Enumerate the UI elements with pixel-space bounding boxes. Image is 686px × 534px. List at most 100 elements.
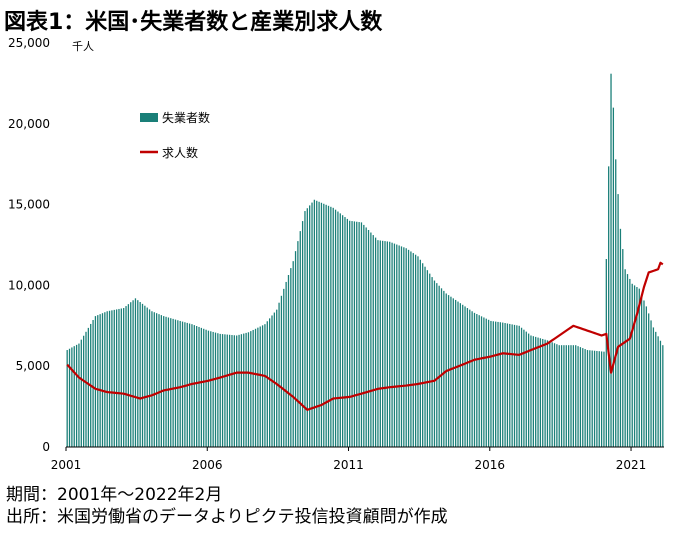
unemployed-bar <box>556 344 558 447</box>
unemployed-bar <box>349 220 351 447</box>
unemployed-bar <box>469 309 471 447</box>
unemployed-bar <box>334 209 337 447</box>
unemployed-bar <box>384 241 386 447</box>
unemployed-bar <box>236 335 238 447</box>
unemployed-bar <box>633 285 636 447</box>
unemployed-bar <box>560 345 563 447</box>
unemployed-bar <box>320 202 323 447</box>
unemployed-bar <box>377 240 379 447</box>
x-tick-label: 2016 <box>475 458 506 472</box>
unemployed-bar <box>106 311 108 447</box>
unemployed-bar <box>309 205 311 447</box>
unemployed-bar <box>516 325 518 447</box>
unemployed-bar <box>120 308 122 447</box>
unemployed-bar <box>113 309 115 447</box>
unemployed-bar <box>285 281 287 447</box>
unemployed-bar <box>473 312 476 447</box>
unemployed-bar <box>490 320 492 447</box>
unemployed-bar <box>612 107 615 447</box>
unemployed-bar <box>228 334 231 447</box>
unemployed-bar <box>193 325 195 447</box>
unemployed-bar <box>553 343 556 447</box>
unemployed-bar <box>137 300 139 447</box>
y-tick-label: 20,000 <box>8 117 50 131</box>
unemployed-bar <box>549 341 551 447</box>
unemployed-bar <box>278 302 280 447</box>
unemployed-bar <box>184 322 186 447</box>
unemployed-bar <box>165 316 167 447</box>
unemployed-bar <box>598 351 600 447</box>
unemployed-bar <box>431 277 433 447</box>
unemployed-bar <box>163 316 165 447</box>
unemployed-bar <box>589 350 591 447</box>
unemployed-bar <box>172 318 174 447</box>
unemployed-bar <box>313 199 316 447</box>
unemployed-bar <box>252 329 254 447</box>
unemployed-bar <box>250 331 252 447</box>
unemployed-bar <box>563 345 565 447</box>
unemployed-bar <box>323 203 325 447</box>
unemployed-bar <box>167 317 170 447</box>
unemployed-bar <box>471 311 473 447</box>
unemployed-bar <box>287 275 290 447</box>
unemployed-bar <box>650 320 652 447</box>
openings-line <box>66 261 664 411</box>
unemployed-bar <box>640 294 643 447</box>
unemployed-bar <box>530 335 532 447</box>
unemployed-bar <box>181 321 184 447</box>
unemployed-bar <box>276 309 278 447</box>
unemployed-bar <box>648 313 650 447</box>
unemployed-bar <box>464 306 466 447</box>
unemployed-bar <box>551 342 553 447</box>
chart-notes: 期間：2001年～2022年2月 出所：米国労働省のデータよりピクテ投信投資顧問… <box>6 484 448 528</box>
unemployed-bar <box>75 344 78 447</box>
unemployed-bar <box>339 213 341 447</box>
unemployed-bar <box>304 211 306 447</box>
period-note: 期間：2001年～2022年2月 <box>6 485 223 505</box>
unemployed-bar <box>483 317 485 447</box>
unemployed-bar <box>509 323 511 447</box>
unemployed-bar <box>652 327 655 447</box>
unemployed-bar <box>525 331 527 447</box>
unemployed-bar <box>155 313 158 447</box>
unemployed-bar <box>577 346 579 447</box>
unemployed-bar <box>292 261 294 447</box>
unemployed-bar <box>417 256 419 447</box>
unemployed-bar <box>655 331 657 447</box>
unemployed-bar <box>101 313 104 447</box>
unemployed-bar <box>273 312 275 447</box>
unemployed-bar <box>214 332 217 447</box>
unemployed-bar <box>221 334 224 447</box>
unemployed-bar <box>205 329 207 447</box>
unemployed-bar <box>478 315 480 447</box>
x-axis-ticks: 2001 2006 2011 2016 2021 <box>51 447 646 472</box>
unemployed-bar <box>502 322 504 447</box>
unemployed-bar <box>325 204 327 447</box>
unemployed-bar <box>123 308 125 447</box>
unemployed-bar <box>341 215 344 447</box>
unemployed-bar <box>294 251 297 447</box>
unemployed-bar <box>363 224 365 447</box>
unemployed-bar <box>134 298 137 447</box>
unemployed-bar <box>141 303 144 447</box>
unemployed-bar <box>207 330 210 447</box>
unemployed-bar <box>240 334 243 447</box>
unemployed-bar <box>532 336 534 447</box>
unemployed-bar <box>203 328 205 447</box>
unemployed-bar <box>299 231 301 447</box>
unemployed-bar <box>191 324 193 447</box>
unemployed-bar <box>226 334 228 447</box>
unemployed-bar <box>622 249 624 447</box>
unemployed-bar <box>85 331 87 447</box>
unemployed-bar <box>537 337 539 447</box>
legend-label-unemployed: 失業者数 <box>162 110 210 125</box>
unemployed-bar <box>264 324 266 447</box>
unemployed-bar <box>261 325 264 447</box>
unemployed-bar <box>600 351 603 447</box>
unemployed-bar <box>492 321 494 447</box>
unemployed-bar <box>438 285 440 447</box>
unemployed-bar <box>568 345 570 447</box>
unemployed-bar <box>459 303 461 447</box>
unemployed-bar <box>565 345 567 447</box>
x-tick-label: 2006 <box>192 458 223 472</box>
